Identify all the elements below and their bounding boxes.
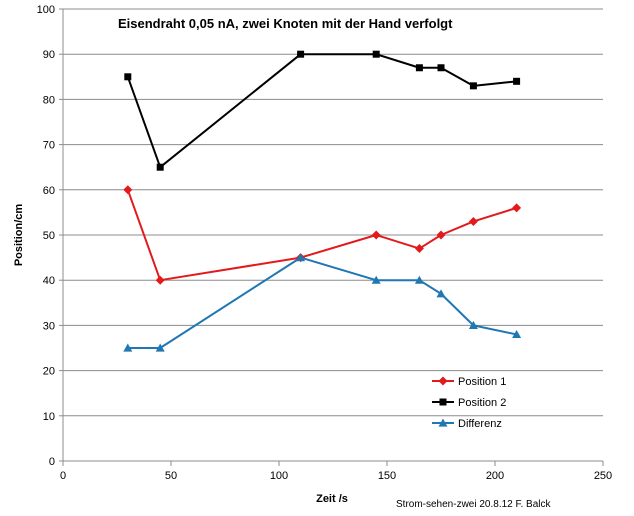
- y-tick-label: 10: [43, 411, 55, 423]
- x-tick-label: 150: [378, 470, 396, 482]
- data-point-differenz: [468, 320, 478, 329]
- data-point-differenz: [436, 289, 446, 298]
- data-point-differenz: [371, 275, 381, 284]
- x-tick-label: 50: [165, 470, 177, 482]
- legend-item-position-2: Position 2: [432, 397, 506, 409]
- data-point-position-2: [437, 64, 445, 72]
- legend-label: Differenz: [458, 418, 502, 430]
- legend-item-position-1: Position 1: [432, 376, 506, 388]
- data-point-position-1: [414, 244, 424, 254]
- credit-text: Strom-sehen-zwei 20.8.12 F. Balck: [396, 499, 552, 510]
- x-tick-label: 200: [486, 470, 504, 482]
- series-line-position-1: [126, 189, 517, 282]
- x-axis-title: Zeit /s: [316, 493, 348, 505]
- data-point-position-2: [513, 77, 521, 85]
- y-tick-label: 20: [43, 366, 55, 378]
- y-tick-label: 70: [43, 140, 55, 152]
- data-point-differenz: [123, 343, 133, 352]
- tick-labels: 0 10 20 30 40 50 60 70 80 90 100 0 50 100 150 200 250: [37, 4, 613, 482]
- data-point-position-1: [123, 185, 133, 195]
- data-point-position-1: [468, 216, 478, 226]
- data-point-position-2: [415, 64, 423, 72]
- data-point-position-2: [124, 73, 132, 81]
- y-tick-label: 60: [43, 185, 55, 197]
- data-point-differenz: [296, 253, 306, 262]
- x-tick-label: 0: [60, 470, 66, 482]
- legend: Position 1 Position 2 Differenz: [432, 376, 506, 430]
- series-differenz: [123, 253, 522, 352]
- legend-marker: [439, 398, 447, 406]
- series-position-2: [124, 50, 521, 171]
- series-line-differenz: [127, 256, 517, 349]
- y-tick-label: 40: [43, 275, 55, 287]
- data-point-position-2: [156, 163, 164, 171]
- data-point-position-1: [512, 203, 522, 213]
- data-point-differenz: [155, 343, 165, 352]
- data-point-position-2: [297, 50, 305, 58]
- axes: [59, 8, 604, 466]
- data-point-position-1: [436, 230, 446, 240]
- y-tick-label: 100: [37, 4, 55, 16]
- data-point-position-1: [155, 275, 165, 285]
- y-tick-label: 80: [43, 94, 55, 106]
- data-point-position-2: [469, 82, 477, 90]
- chart-title: Eisendraht 0,05 nA, zwei Knoten mit der …: [118, 16, 453, 31]
- x-tick-label: 250: [594, 470, 612, 482]
- y-tick-label: 30: [43, 320, 55, 332]
- y-tick-label: 50: [43, 230, 55, 242]
- y-axis-title: Position/cm: [13, 204, 25, 267]
- x-tick-label: 100: [270, 470, 288, 482]
- y-tick-label: 90: [43, 49, 55, 61]
- legend-label: Position 1: [458, 376, 506, 388]
- data-point-position-1: [371, 230, 381, 240]
- y-tick-label: 0: [49, 456, 55, 468]
- data-point-position-2: [372, 50, 380, 58]
- legend-item-differenz: Differenz: [432, 418, 502, 430]
- series-plot: [123, 50, 522, 352]
- data-point-differenz: [512, 329, 522, 339]
- series-line-position-2: [126, 53, 517, 169]
- legend-marker: [438, 376, 448, 386]
- legend-label: Position 2: [458, 397, 506, 409]
- legend-marker: [438, 418, 448, 427]
- data-point-differenz: [414, 275, 424, 284]
